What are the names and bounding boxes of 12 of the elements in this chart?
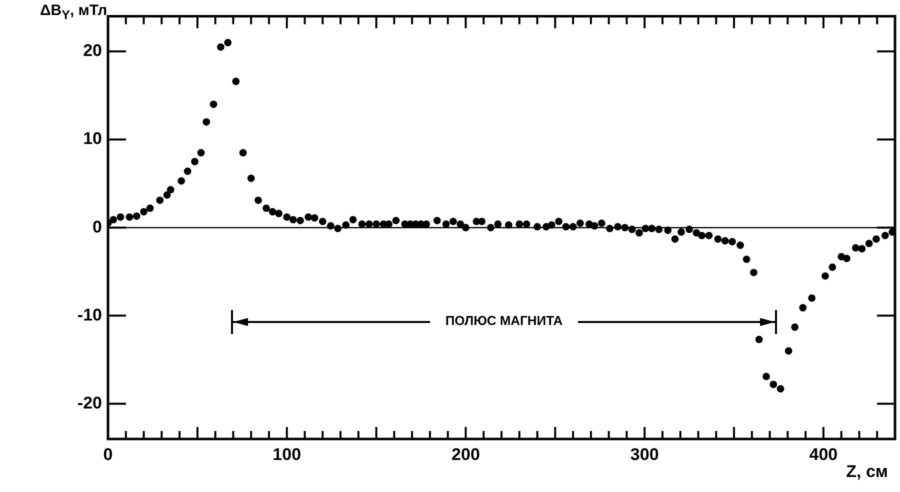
x-tick-label: 200 [452, 444, 480, 464]
y-tick-label: -10 [77, 305, 102, 324]
y-tick-label: -20 [77, 393, 102, 412]
y-axis-title: ΔB$_{Y}$, мТл [40, 2, 108, 22]
x-tick-label: 300 [630, 444, 659, 464]
y-tick-label: 20 [83, 41, 102, 60]
x-axis-title: Z, см [846, 462, 888, 482]
x-tick-label: 400 [809, 444, 838, 464]
x-tick-label: 100 [272, 444, 302, 464]
y-tick-label: 0 [92, 217, 102, 236]
annotation: ПОЛЮС МАГНИТА [444, 313, 564, 328]
y-tick-label: 10 [83, 129, 102, 148]
